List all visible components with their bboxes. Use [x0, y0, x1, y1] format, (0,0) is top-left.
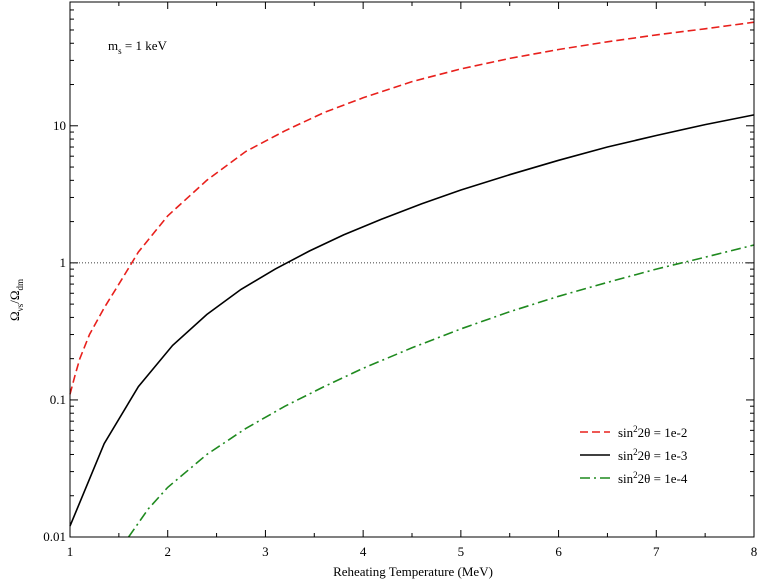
mass-annotation-rest: = 1 keV	[122, 38, 168, 53]
y-tick-label: 10	[53, 118, 66, 133]
x-tick-label: 4	[360, 544, 367, 559]
legend-label-3: sin22θ = 1e-4	[618, 470, 688, 486]
mass-annotation-main: m	[108, 38, 118, 53]
series-line-3	[127, 244, 755, 538]
legend-label-2: sin22θ = 1e-3	[618, 447, 687, 463]
mass-annotation-sub: s	[118, 46, 122, 56]
legend-label-1: sin22θ = 1e-2	[618, 424, 687, 440]
legend: sin22θ = 1e-2 sin22θ = 1e-3 sin22θ = 1e-4	[580, 424, 688, 486]
x-tick-label: 5	[458, 544, 465, 559]
axis-ticks: 1 2 3 4 5 6 7 8 0.01 0.1 1 10	[43, 2, 757, 559]
y-tick-label: 0.01	[43, 529, 66, 544]
y-tick-label: 1	[60, 255, 67, 270]
x-tick-label: 6	[555, 544, 562, 559]
x-tick-label: 3	[262, 544, 269, 559]
y-axis-label-sep: /Ω	[7, 290, 22, 303]
mass-annotation: ms = 1 keV	[108, 38, 167, 56]
y-axis-label-omega: Ω	[7, 311, 22, 321]
y-tick-label: 0.1	[50, 392, 66, 407]
y-axis-label-sub1: νs	[15, 303, 25, 311]
x-tick-label: 8	[751, 544, 758, 559]
series-line-2	[69, 114, 755, 527]
x-tick-label: 7	[653, 544, 660, 559]
y-axis-label-sub2: dm	[15, 279, 25, 291]
x-tick-label: 2	[164, 544, 171, 559]
series-line-1	[69, 21, 755, 395]
plot-area	[69, 21, 755, 538]
y-axis-label: Ωνs/Ωdm	[7, 279, 25, 321]
x-axis-label: Reheating Temperature (MeV)	[333, 564, 493, 579]
x-tick-label: 1	[67, 544, 74, 559]
